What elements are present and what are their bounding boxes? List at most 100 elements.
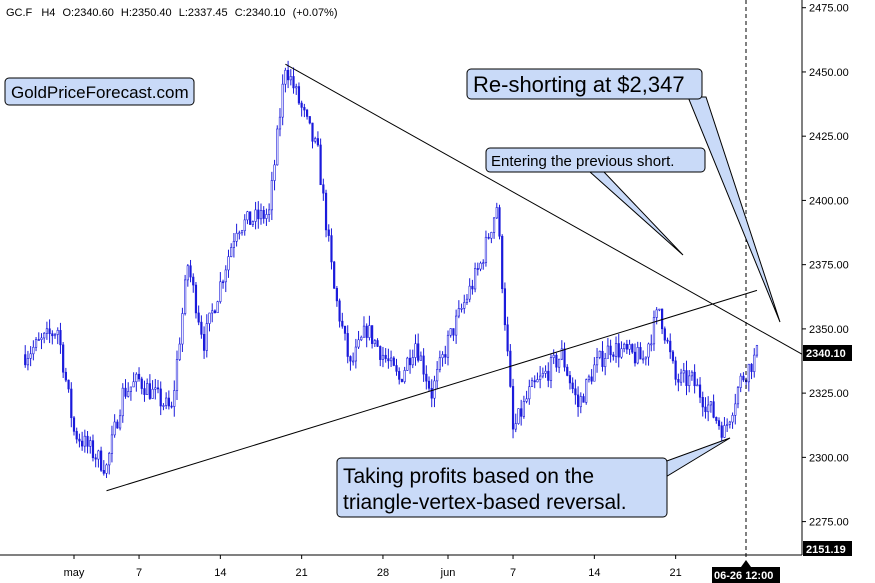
candle-body (479, 262, 482, 270)
candle-body (650, 343, 653, 346)
upper-trendline (285, 63, 803, 355)
candle-body (148, 383, 151, 399)
candle-body (609, 345, 612, 356)
candle-body (720, 425, 723, 438)
ohlc-header: GC.F H4 O:2340.60 H:2350.40 L:2337.45 C:… (6, 7, 338, 19)
candle-body (102, 470, 105, 474)
candle-body (663, 328, 666, 341)
watermark-text: GoldPriceForecast.com (11, 83, 189, 102)
candle-body (143, 388, 146, 395)
candle-body (520, 408, 523, 417)
candle-body (357, 339, 360, 348)
candle-body (303, 107, 306, 111)
candle-body (484, 236, 488, 263)
candle-body (617, 343, 620, 358)
candle-body (316, 138, 320, 146)
candle-body (240, 230, 244, 234)
candle-body (230, 247, 233, 257)
candle-body (392, 357, 395, 366)
candle-body (506, 324, 509, 352)
candle-body (547, 370, 550, 381)
candle-body (384, 354, 387, 359)
candle-body (262, 209, 265, 219)
open-value: O:2340.60 (62, 7, 113, 19)
candle-body (707, 404, 710, 413)
trendline-group (106, 63, 803, 492)
candle-body (696, 384, 699, 387)
close-value: C:2340.10 (235, 7, 286, 19)
candle-body (576, 394, 580, 408)
candle-body (137, 373, 141, 380)
candle-body (528, 386, 531, 400)
candle-body (186, 265, 189, 281)
candle-body (276, 128, 279, 166)
candle-body (381, 354, 385, 360)
candlestick-series (24, 60, 759, 479)
candle-body (365, 325, 368, 338)
candle-body (238, 232, 241, 235)
candle-body (67, 379, 70, 390)
candle-body (501, 235, 504, 290)
candle-body (159, 388, 162, 407)
candle-body (45, 328, 48, 334)
candle-body (474, 268, 477, 290)
reshort-callout-pointer (687, 96, 781, 323)
candle-body (408, 357, 412, 366)
candle-body (43, 332, 46, 339)
candle-body (403, 370, 406, 382)
price-axis-label: 2375.00 (809, 260, 849, 272)
candle-body (693, 371, 696, 387)
candle-body (457, 308, 460, 317)
candle-body (205, 323, 208, 351)
candle-body (273, 164, 276, 181)
candle-body (712, 401, 715, 418)
candle-body (322, 184, 325, 194)
date-axis: may 7 14 21 28 jun 7 14 21 (64, 555, 682, 579)
candle-body (265, 214, 268, 219)
candle-body (251, 221, 254, 225)
candle-body (116, 421, 119, 429)
candle-body (254, 209, 257, 222)
candle-body (642, 358, 645, 361)
price-axis-label: 2475.00 (809, 3, 849, 15)
candle-body (192, 276, 195, 286)
candle-body (571, 382, 574, 390)
bottom-price-value: 2151.19 (806, 544, 846, 556)
candle-body (75, 431, 78, 440)
candle-body (24, 354, 27, 366)
reshort-callout-text: Re-shorting at $2,347 (473, 72, 685, 97)
current-price-badge (803, 345, 852, 361)
candle-body (189, 265, 192, 278)
candle-body (633, 351, 637, 364)
candle-body (40, 337, 43, 340)
candle-body (414, 343, 417, 358)
candle-body (335, 288, 338, 302)
candle-body (314, 138, 317, 142)
candle-body (563, 348, 566, 368)
candle-body (343, 325, 347, 334)
price-axis: 2475.00 2450.00 2425.00 2400.00 2375.00 2350.… (802, 3, 849, 529)
candle-body (647, 343, 650, 358)
candle-body (666, 339, 669, 342)
candle-body (541, 373, 544, 377)
crosshair-date-value: 06-26 12:00 (714, 570, 773, 582)
candle-body (327, 229, 330, 236)
candle-body (284, 69, 287, 85)
candle-body (690, 371, 694, 377)
candle-body (235, 232, 238, 242)
candle-body (476, 268, 479, 270)
candle-body (522, 401, 525, 417)
candle-body (246, 211, 249, 221)
candle-body (151, 388, 154, 399)
candle-body (492, 217, 496, 233)
price-axis-label: 2425.00 (809, 131, 849, 143)
candle-body (127, 391, 130, 397)
price-axis-label: 2350.00 (809, 324, 849, 336)
candle-body (387, 358, 390, 362)
date-axis-label: may (64, 567, 85, 579)
candle-body (371, 325, 374, 344)
candle-body (221, 281, 225, 284)
candle-body (590, 376, 593, 382)
candle-body (181, 313, 184, 345)
candle-body (105, 464, 108, 474)
